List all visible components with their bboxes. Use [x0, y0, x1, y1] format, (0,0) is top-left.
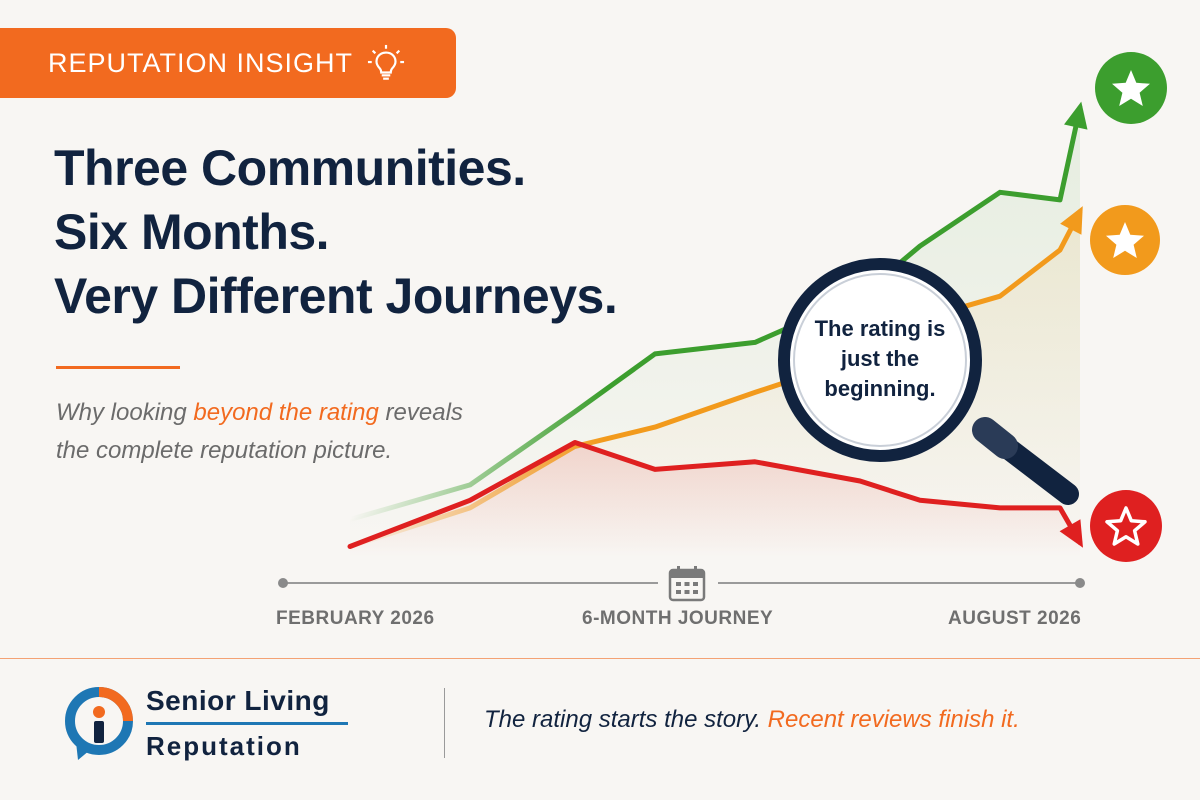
brand-rule: [146, 722, 348, 725]
timeline-middle-label: 6-MONTH JOURNEY: [582, 608, 774, 629]
red-series-line: [347, 440, 1083, 549]
orange-star-badge: [1090, 205, 1160, 275]
calendar-icon: [668, 566, 706, 602]
timeline-start-dot: [278, 578, 288, 588]
accent-rule: [56, 366, 180, 369]
footer-divider: [0, 658, 1200, 659]
red-series-arrowhead: [1059, 519, 1083, 548]
green-star-badge: [1095, 52, 1167, 124]
magnifier-text: The rating is just the beginning.: [814, 316, 946, 401]
timeline-end-label: AUGUST 2026: [948, 608, 1082, 629]
footer-separator: [444, 688, 445, 758]
tagline-part-1: The rating starts the story.: [484, 706, 768, 733]
headline-line-3: Very Different Journeys.: [54, 268, 618, 324]
badge-label: REPUTATION INSIGHT: [48, 47, 354, 78]
timeline-end-dot: [1075, 578, 1085, 588]
subtitle-part-1: Why looking: [56, 399, 194, 426]
page-title: Three Communities. Six Months. Very Diff…: [54, 136, 618, 328]
subtitle: Why looking beyond the rating reveals th…: [56, 394, 476, 470]
green-series-arrowhead: [1064, 101, 1088, 130]
orange-series-arrowhead: [1060, 206, 1083, 235]
brand-line-1: Senior Living: [146, 685, 330, 716]
subtitle-part-2: reveals the complete reputation picture.: [56, 399, 463, 464]
brand-line-2: Reputation: [146, 731, 302, 761]
tagline-highlight: Recent reviews finish it.: [767, 706, 1020, 733]
headline-line-1: Three Communities.: [54, 140, 526, 196]
brand-logo-icon: [65, 687, 133, 760]
lightbulb-icon: [367, 44, 405, 80]
reputation-insight-badge: REPUTATION INSIGHT: [0, 28, 456, 98]
brand-name: Senior Living Reputation: [146, 684, 348, 761]
magnifier-icon: [778, 258, 1079, 505]
subtitle-highlight: beyond the rating: [193, 399, 379, 426]
timeline-start-label: FEBRUARY 2026: [276, 608, 435, 629]
red-star-outline-badge: [1090, 490, 1162, 562]
tagline: The rating starts the story. Recent revi…: [484, 706, 1020, 734]
headline-line-2: Six Months.: [54, 204, 330, 260]
